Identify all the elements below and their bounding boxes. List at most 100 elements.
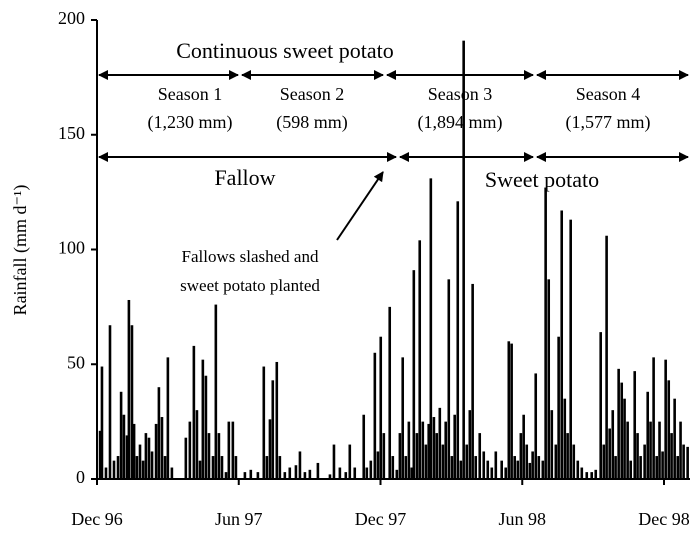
bar bbox=[602, 444, 606, 479]
bar bbox=[626, 421, 629, 479]
bar bbox=[661, 451, 664, 479]
bar bbox=[144, 433, 148, 479]
bar bbox=[395, 469, 399, 479]
annotation: Continuous sweet potato bbox=[176, 38, 394, 63]
bar bbox=[243, 472, 247, 479]
annotation: (1,230 mm) bbox=[148, 112, 233, 133]
bar bbox=[519, 433, 523, 479]
bar bbox=[646, 391, 650, 479]
bar bbox=[599, 332, 602, 479]
annotation: Fallow bbox=[214, 165, 275, 190]
bar bbox=[217, 433, 221, 479]
bar bbox=[590, 472, 594, 479]
bar bbox=[398, 433, 402, 479]
bar bbox=[541, 460, 545, 479]
bar bbox=[594, 469, 598, 479]
bar bbox=[188, 421, 192, 479]
bar bbox=[528, 462, 532, 479]
bar bbox=[138, 444, 142, 479]
bar bbox=[510, 343, 513, 479]
bar bbox=[116, 456, 120, 479]
bar bbox=[104, 467, 108, 479]
bar bbox=[468, 410, 472, 479]
bar bbox=[316, 462, 320, 479]
bar bbox=[441, 444, 445, 479]
bar bbox=[376, 451, 380, 479]
bar bbox=[207, 433, 211, 479]
bar bbox=[438, 407, 442, 479]
bar bbox=[462, 40, 465, 479]
bar bbox=[486, 460, 490, 479]
bar bbox=[504, 467, 508, 479]
bar bbox=[550, 410, 554, 479]
bar bbox=[344, 472, 348, 479]
bar bbox=[679, 421, 682, 479]
bar bbox=[649, 421, 652, 479]
bar bbox=[580, 467, 584, 479]
bar bbox=[204, 375, 208, 479]
annotation: Season 1 bbox=[158, 84, 223, 104]
bar bbox=[407, 421, 411, 479]
bar bbox=[629, 460, 632, 479]
bar bbox=[534, 373, 538, 479]
bar bbox=[507, 341, 511, 479]
bar bbox=[211, 456, 215, 479]
bar bbox=[670, 433, 673, 479]
bar bbox=[119, 391, 123, 479]
annotations: Continuous sweet potato Season 1 (1,230 … bbox=[98, 38, 689, 295]
bar bbox=[636, 433, 639, 479]
y-tick-label: 0 bbox=[76, 467, 85, 487]
annotation: Season 3 bbox=[428, 84, 493, 104]
y-tick-label: 150 bbox=[58, 123, 85, 143]
annotation: (1,577 mm) bbox=[566, 112, 651, 133]
bar bbox=[456, 201, 460, 479]
bar bbox=[328, 474, 332, 479]
bar bbox=[271, 380, 275, 479]
bar bbox=[620, 382, 624, 479]
bar bbox=[184, 437, 188, 479]
bar bbox=[160, 417, 164, 479]
bar bbox=[569, 219, 572, 480]
bar bbox=[195, 410, 199, 479]
bar bbox=[576, 460, 580, 479]
bar bbox=[147, 437, 151, 479]
bar bbox=[391, 456, 395, 479]
bar bbox=[676, 456, 680, 479]
y-axis-label: Rainfall (mm d⁻¹) bbox=[10, 185, 31, 316]
annotation: Season 2 bbox=[280, 84, 345, 104]
bar bbox=[369, 460, 373, 479]
bar bbox=[459, 460, 463, 479]
annotation: Fallows slashed and bbox=[182, 247, 319, 266]
bar bbox=[623, 398, 626, 479]
bar bbox=[429, 178, 433, 480]
bar bbox=[427, 423, 431, 479]
bar bbox=[563, 398, 567, 479]
bar bbox=[100, 366, 104, 479]
bar bbox=[308, 469, 312, 479]
bar bbox=[412, 270, 416, 479]
bar bbox=[453, 414, 456, 479]
bar bbox=[112, 460, 116, 479]
bar bbox=[547, 279, 551, 479]
bar bbox=[513, 456, 516, 479]
bar bbox=[465, 444, 469, 479]
bar bbox=[141, 460, 145, 479]
bar bbox=[424, 444, 428, 479]
bar bbox=[639, 456, 642, 479]
y-tick-label: 200 bbox=[58, 8, 85, 28]
x-tick-label: Dec 96 bbox=[71, 509, 122, 529]
bar bbox=[220, 456, 224, 479]
bar bbox=[522, 414, 525, 479]
bar bbox=[157, 387, 161, 479]
bar bbox=[435, 433, 439, 479]
bar bbox=[265, 456, 269, 479]
bar bbox=[122, 414, 126, 479]
bar bbox=[494, 451, 498, 479]
bar bbox=[500, 460, 504, 479]
annotation: sweet potato planted bbox=[180, 276, 320, 295]
annotation: Sweet potato bbox=[485, 167, 599, 192]
bar bbox=[198, 460, 202, 479]
bar bbox=[214, 304, 218, 479]
bar bbox=[170, 467, 174, 479]
